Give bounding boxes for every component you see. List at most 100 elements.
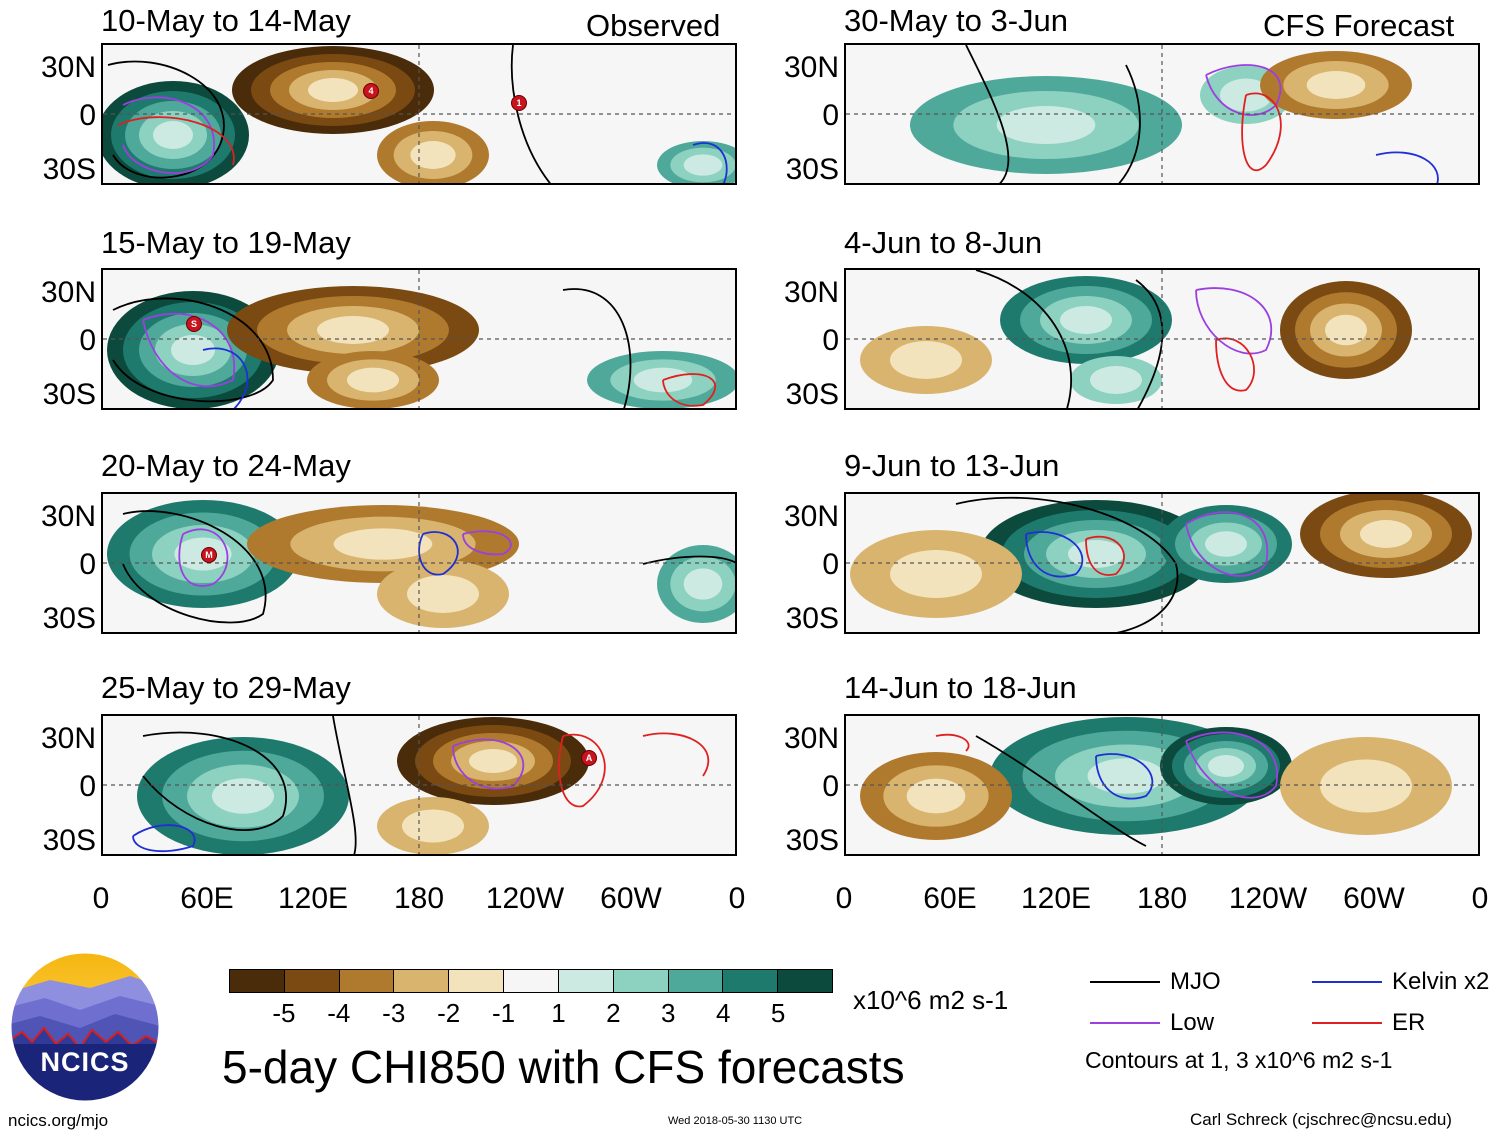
chi850-anomaly-map [103,45,735,183]
lat-label: 30S [785,153,839,186]
lon-label: 120E [277,882,349,915]
legend-er-line [1312,1022,1382,1024]
colorbar-tick-label: 5 [770,998,786,1028]
lat-label: 0 [79,770,96,803]
lat-label: 0 [822,770,839,803]
colorbar-swatch [667,970,723,992]
lon-label: 60E [180,882,234,915]
lat-label: 30N [40,500,96,533]
lon-label: 0 [835,882,853,915]
tropical-storm-marker: 1 [511,95,527,111]
colorbar-swatch [777,970,832,992]
ncics-logo-graphic [10,952,160,1102]
legend-er-label: ER [1392,1009,1426,1036]
lat-label: 30N [40,276,96,309]
legend-contours-note: Contours at 1, 3 x10^6 m2 s-1 [1085,1047,1393,1073]
colorbar-swatch [338,970,394,992]
colorbar-tick-label: -4 [327,998,351,1028]
legend-kelvin-label: Kelvin x2 [1392,968,1490,995]
panel-title: 14-Jun to 18-Jun [844,670,1077,705]
lon-label: 60W [1343,882,1405,915]
colorbar-units: x10^6 m2 s-1 [853,985,1009,1015]
forecast-label: CFS Forecast [1263,8,1455,43]
map-panel [101,714,737,856]
chi850-anomaly-map [846,716,1478,854]
colorbar [229,969,833,993]
colorbar-tick-label: 4 [715,998,731,1028]
logo-text: NCICS [40,1047,130,1077]
chi850-anomaly-map [846,494,1478,632]
colorbar-swatch [722,970,778,992]
map-panel [101,43,737,185]
panel-title: 4-Jun to 8-Jun [844,225,1043,260]
chi850-anomaly-map [103,270,735,408]
map-panel [101,492,737,634]
tropical-storm-marker: M [201,547,217,563]
lat-label: 30S [42,378,96,411]
lon-label: 0 [92,882,110,915]
colorbar-swatch [230,970,284,992]
lat-label: 30S [42,602,96,635]
tropical-storm-marker: 4 [363,83,379,99]
panel-title: 9-Jun to 13-Jun [844,448,1060,483]
lon-label: 120E [1020,882,1092,915]
footer-author[interactable]: Carl Schreck (cjschrec@ncsu.edu) [1190,1110,1452,1129]
colorbar-tick-label: 1 [551,998,566,1028]
footer-timestamp: Wed 2018-05-30 1130 UTC [668,1115,803,1127]
panel-title: 25-May to 29-May [101,670,351,705]
map-panel [844,492,1480,634]
legend-low-line [1090,1022,1160,1024]
colorbar-swatch [393,970,449,992]
footer-url[interactable]: ncics.org/mjo [8,1111,109,1130]
colorbar-tick-label: -1 [491,998,516,1028]
lat-label: 30N [783,500,839,533]
lat-label: 30S [785,824,839,857]
legend-mjo-label: MJO [1170,968,1221,995]
colorbar-swatch [557,970,613,992]
lon-label: 0 [1471,882,1489,915]
map-panel [101,268,737,410]
lon-label: 60W [600,882,662,915]
lat-label: 30N [783,51,839,84]
lat-label: 0 [822,548,839,581]
lat-label: 0 [822,324,839,357]
colorbar-swatch [612,970,668,992]
lon-label: 120W [485,882,565,915]
map-panel [844,714,1480,856]
lat-label: 30N [783,276,839,309]
colorbar-tick-label: 3 [661,998,676,1028]
panel-title: 15-May to 19-May [101,225,351,260]
colorbar-tick-label: 2 [606,998,621,1028]
lat-label: 0 [79,324,96,357]
chi850-anomaly-map [846,270,1478,408]
tropical-storm-marker: A [581,750,597,766]
lon-label: 60E [923,882,977,915]
colorbar-tick-label: -2 [437,998,461,1028]
legend-kelvin-line [1312,981,1382,983]
tropical-storm-marker: S [186,316,202,332]
lat-label: 30N [783,722,839,755]
colorbar-swatch [448,970,504,992]
map-panel [844,268,1480,410]
lon-label: 180 [1136,882,1188,915]
observed-label: Observed [586,8,721,43]
lat-label: 30S [42,824,96,857]
legend-mjo-line [1090,981,1160,983]
lat-label: 30S [785,378,839,411]
ncics-logo[interactable]: NCICS [10,952,160,1102]
colorbar-tick-label: -5 [272,998,296,1028]
lat-label: 30N [40,722,96,755]
map-panel [844,43,1480,185]
colorbar-swatch [283,970,339,992]
main-title: 5-day CHI850 with CFS forecasts [222,1041,905,1093]
panel-title: 30-May to 3-Jun [844,3,1068,38]
lon-label: 120W [1228,882,1308,915]
chi850-anomaly-map [103,494,735,632]
panel-title: 20-May to 24-May [101,448,351,483]
colorbar-tick-label: -3 [382,998,406,1028]
chi850-anomaly-map [846,45,1478,183]
lat-label: 30S [42,153,96,186]
panel-title: 10-May to 14-May [101,3,351,38]
lon-label: 180 [393,882,445,915]
lon-label: 0 [728,882,746,915]
